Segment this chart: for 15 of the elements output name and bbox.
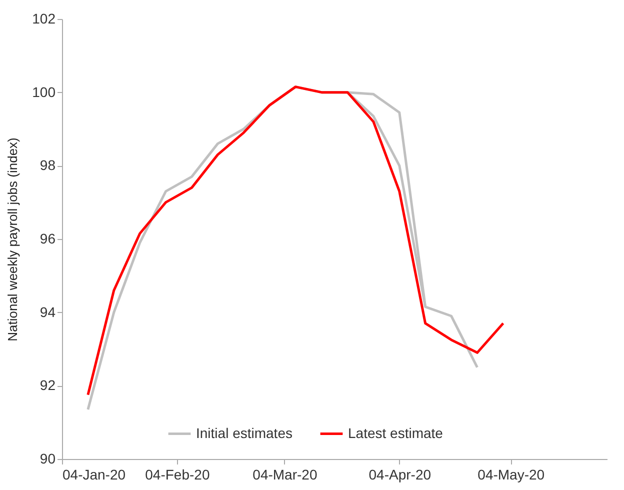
legend-label: Latest estimate [348,424,444,441]
x-tick-label: 04-May-20 [478,466,545,482]
x-tick-label: 04-Jan-20 [62,466,126,482]
legend-label: Initial estimates [196,424,292,441]
x-tick-label: 04-Mar-20 [252,466,318,482]
y-tick-label: 98 [40,157,56,174]
y-tick-label: 92 [40,377,56,394]
y-tick-label: 102 [32,10,56,26]
y-tick-label: 94 [40,304,56,320]
y-tick-label: 96 [40,230,56,246]
x-tick-label: 04-Feb-20 [145,466,210,482]
y-tick-label: 100 [32,84,56,100]
y-tick-label: 90 [40,450,56,466]
y-axis-title: National weekly payroll jobs (index) [5,138,20,342]
x-tick-label: 04-Apr-20 [368,466,432,482]
